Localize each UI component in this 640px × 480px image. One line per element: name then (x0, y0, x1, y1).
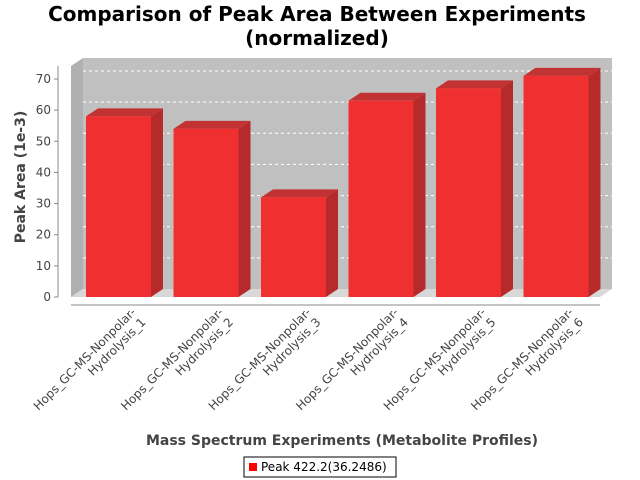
bar-side (326, 189, 338, 297)
chart-title-line: Comparison of Peak Area Between Experime… (48, 2, 586, 26)
x-axis: Hops_GC-MS-Nonpolar-Hydrolysis_1Hops_GC-… (31, 304, 600, 413)
y-tick-label: 40 (36, 165, 51, 179)
bar-front (436, 88, 501, 297)
bar (348, 92, 426, 297)
y-tick-label: 30 (36, 197, 51, 211)
y-tick-label: 50 (36, 134, 51, 148)
legend-swatch (249, 463, 257, 471)
chart-title: Comparison of Peak Area Between Experime… (48, 2, 586, 50)
bar-top (173, 120, 251, 129)
x-tick-label-line: Hops_GC-MS-Nonpolar- (31, 305, 139, 413)
bar-top (86, 108, 163, 117)
bar (86, 108, 163, 297)
y-axis: 0 10 20 30 40 50 60 70 (36, 66, 59, 304)
bars (86, 67, 601, 297)
legend-box (243, 456, 397, 478)
bar-front (173, 128, 239, 297)
bar-side (413, 92, 426, 297)
bar (436, 80, 513, 297)
bar-side (501, 80, 513, 297)
y-tick-label: 10 (36, 259, 51, 273)
y-axis-label: Peak Area (1e-3) (13, 111, 29, 244)
legend: Peak 422.2(36.2486) (243, 456, 397, 478)
bar-top (261, 189, 338, 198)
y-tick-label: 60 (36, 103, 51, 117)
y-tick-label: 70 (36, 72, 51, 86)
bar-top (523, 67, 601, 76)
y-tick-label: 20 (36, 228, 51, 242)
chart-title-line: (normalized) (245, 26, 389, 50)
bar-side (151, 108, 163, 297)
bar-side (238, 120, 251, 297)
bar-front (261, 197, 326, 297)
y-tick-label: 0 (43, 290, 51, 304)
bar-top (348, 92, 426, 101)
bar-top (436, 80, 513, 89)
bar (523, 67, 601, 297)
plot-side-wall (71, 58, 83, 297)
bar (173, 120, 251, 297)
bar-front (523, 75, 589, 297)
bar-front (348, 100, 414, 297)
legend-entry: Peak 422.2(36.2486) (261, 460, 387, 474)
bar-front (86, 116, 151, 297)
x-axis-label: Mass Spectrum Experiments (Metabolite Pr… (146, 433, 538, 449)
bar (261, 189, 338, 297)
bar-side (588, 67, 601, 297)
